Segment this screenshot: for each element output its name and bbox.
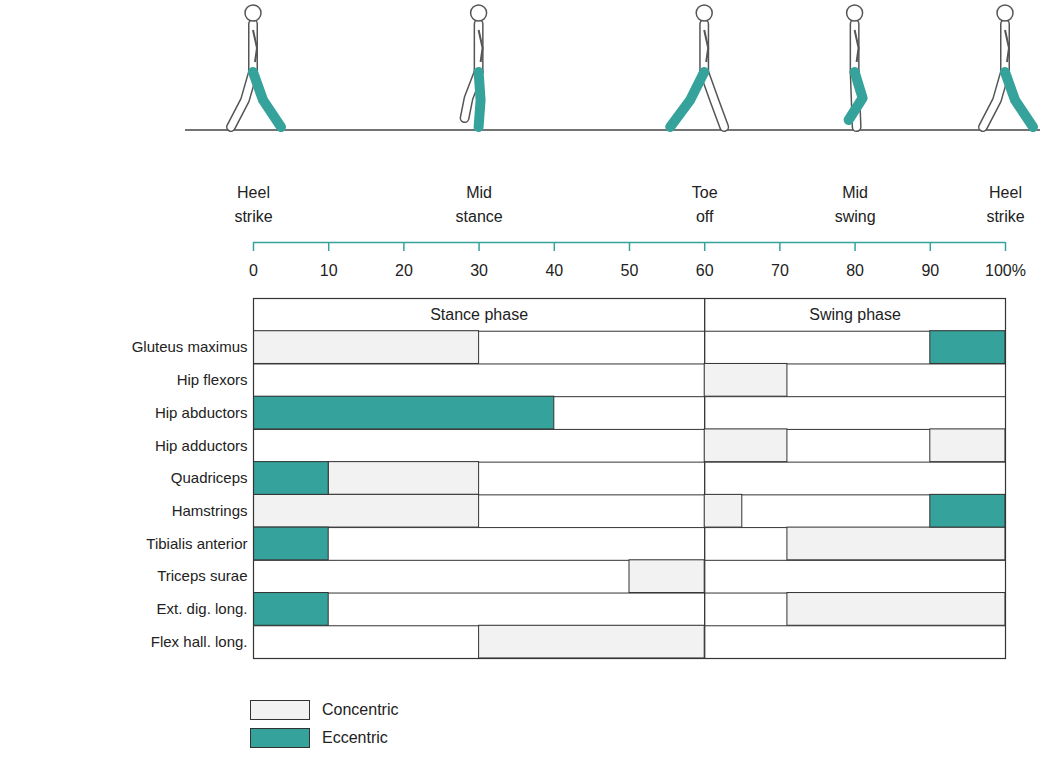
svg-text:Gluteus maximus: Gluteus maximus [132, 338, 248, 355]
svg-text:Quadriceps: Quadriceps [171, 469, 248, 486]
svg-text:Ext. dig. long.: Ext. dig. long. [157, 600, 248, 617]
svg-text:Hip adductors: Hip adductors [155, 437, 248, 454]
svg-text:70: 70 [771, 262, 789, 279]
svg-text:30: 30 [470, 262, 488, 279]
svg-text:Midswing: Midswing [835, 184, 876, 225]
svg-text:60: 60 [696, 262, 714, 279]
svg-text:50: 50 [621, 262, 639, 279]
svg-text:Swing phase: Swing phase [809, 306, 901, 323]
svg-text:Midstance: Midstance [456, 184, 503, 225]
svg-text:Tibialis anterior: Tibialis anterior [146, 535, 247, 552]
svg-text:80: 80 [846, 262, 864, 279]
svg-text:Flex hall. long.: Flex hall. long. [151, 633, 248, 650]
svg-text:20: 20 [395, 262, 413, 279]
html-text:Concentric: Concentric [322, 701, 399, 718]
svg-text:Heelstrike: Heelstrike [986, 184, 1024, 225]
svg-text:10: 10 [320, 262, 338, 279]
svg-text:90: 90 [921, 262, 939, 279]
svg-text:Heelstrike: Heelstrike [234, 184, 272, 225]
svg-text:40: 40 [545, 262, 563, 279]
svg-text:Hip abductors: Hip abductors [155, 404, 248, 421]
svg-text:100%: 100% [985, 262, 1026, 279]
svg-text:Stance phase: Stance phase [430, 306, 528, 323]
html-text:Eccentric: Eccentric [322, 729, 388, 746]
svg-text:Hip flexors: Hip flexors [177, 371, 248, 388]
svg-text:Hamstrings: Hamstrings [172, 502, 248, 519]
svg-text:Triceps surae: Triceps surae [157, 567, 247, 584]
svg-text:0: 0 [249, 262, 258, 279]
svg-text:Toeoff: Toeoff [692, 184, 718, 225]
